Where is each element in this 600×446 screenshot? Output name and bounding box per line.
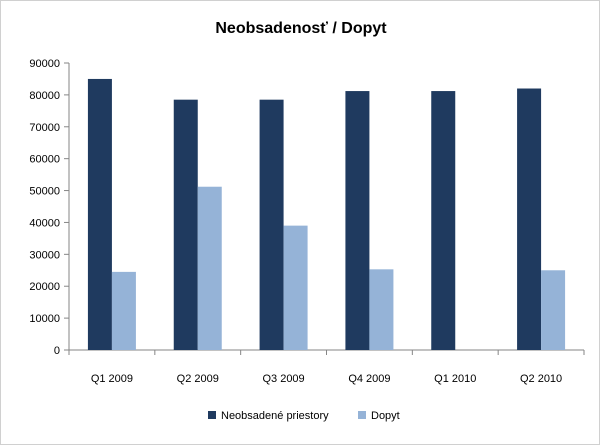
y-tick-label: 0: [54, 345, 60, 357]
y-tick-label: 30000: [29, 249, 60, 261]
legend-swatch: [358, 411, 366, 419]
bar-dopyt: [197, 186, 222, 350]
bar-neobsadene: [517, 88, 542, 350]
bar-neobsadene: [87, 78, 112, 350]
bar-dopyt: [283, 225, 308, 350]
legend: Neobsadené priestory Dopyt: [208, 410, 400, 422]
legend-label: Dopyt: [371, 410, 400, 422]
x-tick-label: Q2 2010: [520, 373, 562, 385]
bar-neobsadene: [431, 91, 456, 350]
legend-label: Neobsadené priestory: [221, 410, 329, 422]
y-tick-label: 70000: [29, 122, 60, 134]
bar-neobsadene: [173, 99, 198, 350]
y-tick-label: 40000: [29, 217, 60, 229]
y-tick-label: 80000: [29, 90, 60, 102]
y-tick-label: 90000: [29, 58, 60, 70]
y-tick-label: 50000: [29, 186, 60, 198]
y-tick-label: 10000: [29, 313, 60, 325]
bar-dopyt: [369, 269, 394, 350]
bar-dopyt: [111, 271, 136, 350]
x-tick-label: Q1 2009: [91, 373, 133, 385]
y-axis: 0 10000 20000 30000 40000 50000 60000 70000 8000…: [29, 58, 70, 357]
x-tick-label: Q3 2009: [262, 373, 304, 385]
x-tick-label: Q2 2009: [177, 373, 219, 385]
bar-dopyt: [541, 270, 566, 350]
y-tick-label: 20000: [29, 281, 60, 293]
bars: [87, 78, 566, 350]
x-tick-label: Q4 2009: [348, 373, 390, 385]
x-tick-label: Q1 2010: [434, 373, 476, 385]
legend-swatch: [208, 411, 216, 419]
chart-title: Neobsadenosť / Dopyt: [215, 20, 387, 37]
y-tick-label: 60000: [29, 154, 60, 166]
bar-neobsadene: [259, 99, 284, 350]
bar-neobsadene: [345, 91, 370, 350]
x-axis: Q1 2009 Q2 2009 Q3 2009 Q4 2009 Q1 2010 Q2 20…: [68, 349, 585, 385]
